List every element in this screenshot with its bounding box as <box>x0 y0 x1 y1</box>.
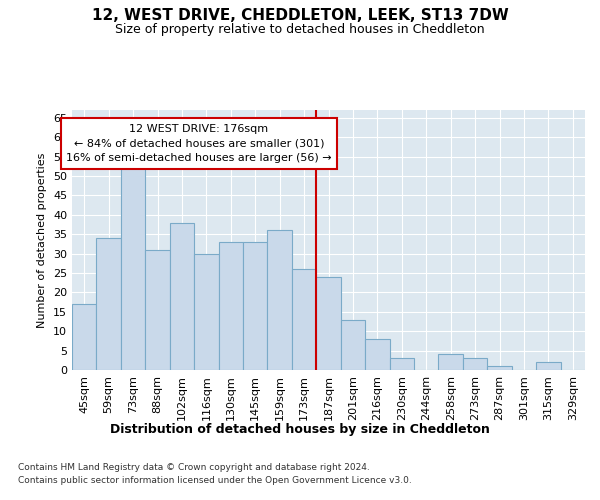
Bar <box>218 242 243 370</box>
Bar <box>72 304 97 370</box>
Bar <box>439 354 463 370</box>
Bar <box>316 277 341 370</box>
Bar <box>536 362 560 370</box>
Text: 12 WEST DRIVE: 176sqm
← 84% of detached houses are smaller (301)
16% of semi-det: 12 WEST DRIVE: 176sqm ← 84% of detached … <box>66 124 332 163</box>
Bar <box>365 339 389 370</box>
Bar <box>389 358 414 370</box>
Bar <box>341 320 365 370</box>
Bar <box>243 242 268 370</box>
Bar <box>170 222 194 370</box>
Bar <box>194 254 218 370</box>
Bar <box>292 269 316 370</box>
Bar <box>145 250 170 370</box>
Bar <box>487 366 512 370</box>
Y-axis label: Number of detached properties: Number of detached properties <box>37 152 47 328</box>
Bar <box>463 358 487 370</box>
Text: Contains HM Land Registry data © Crown copyright and database right 2024.: Contains HM Land Registry data © Crown c… <box>18 462 370 471</box>
Bar <box>268 230 292 370</box>
Text: Contains public sector information licensed under the Open Government Licence v3: Contains public sector information licen… <box>18 476 412 485</box>
Bar <box>121 160 145 370</box>
Text: 12, WEST DRIVE, CHEDDLETON, LEEK, ST13 7DW: 12, WEST DRIVE, CHEDDLETON, LEEK, ST13 7… <box>92 8 508 22</box>
Text: Size of property relative to detached houses in Cheddleton: Size of property relative to detached ho… <box>115 22 485 36</box>
Bar <box>97 238 121 370</box>
Text: Distribution of detached houses by size in Cheddleton: Distribution of detached houses by size … <box>110 422 490 436</box>
